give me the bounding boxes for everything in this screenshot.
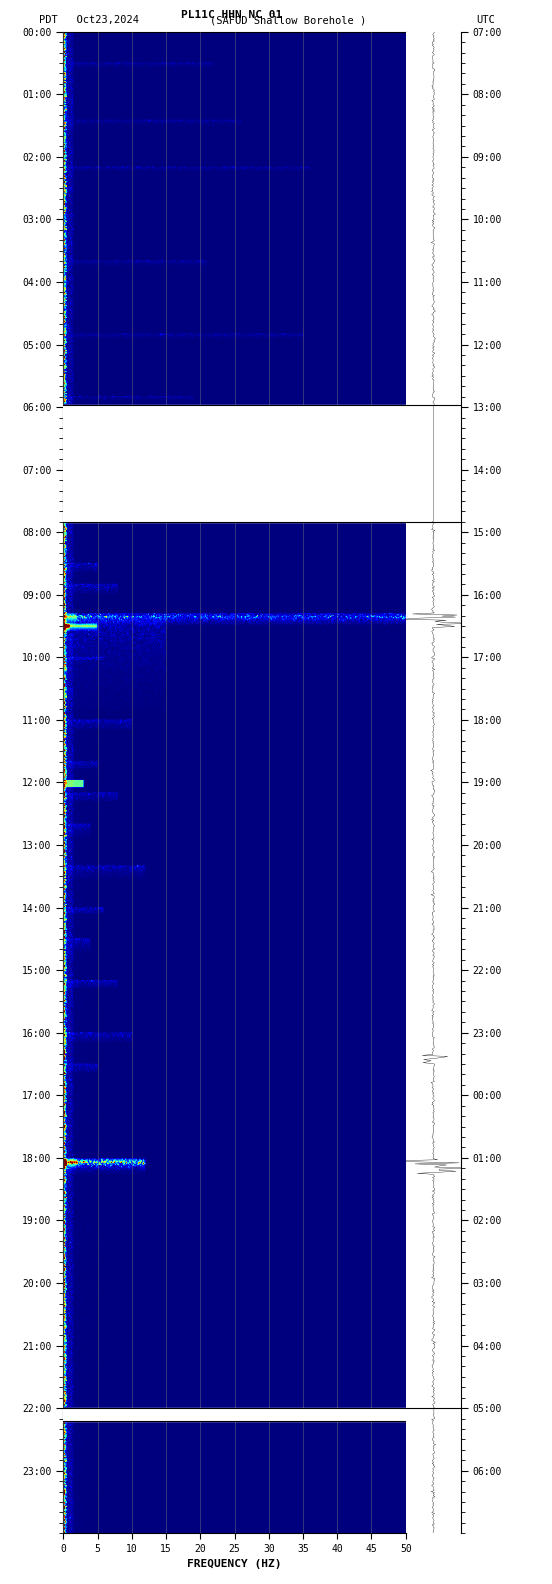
- Text: PDT   Oct23,2024: PDT Oct23,2024: [39, 16, 139, 25]
- Text: UTC: UTC: [476, 16, 495, 25]
- Bar: [63, 406, 406, 521]
- Bar: [63, 1408, 406, 1421]
- Text: PL11C HHN NC 01: PL11C HHN NC 01: [181, 10, 283, 19]
- X-axis label: FREQUENCY (HZ): FREQUENCY (HZ): [187, 1559, 282, 1570]
- Text: (SAFOD Shallow Borehole ): (SAFOD Shallow Borehole ): [210, 16, 366, 25]
